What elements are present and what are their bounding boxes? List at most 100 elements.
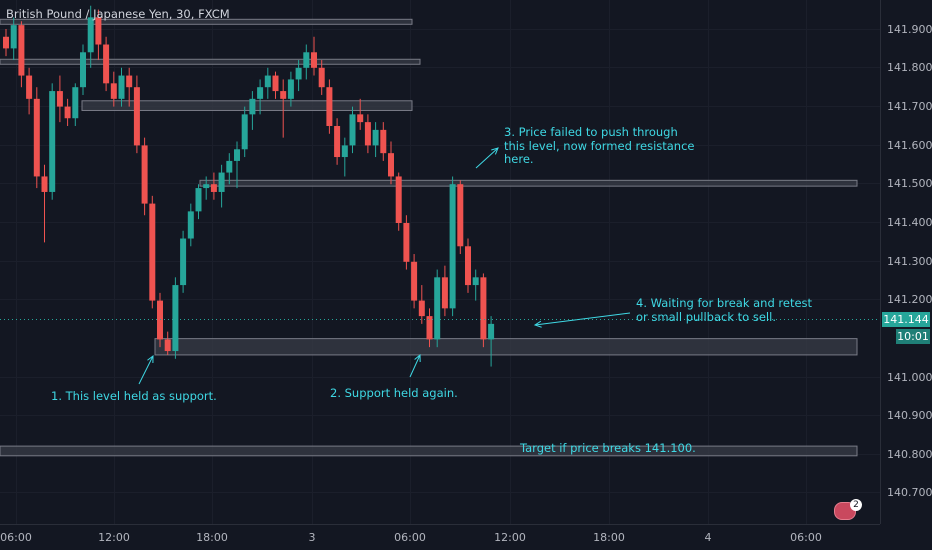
candle-body [395,176,402,223]
price-zones [0,18,858,457]
candle-body [388,153,394,177]
x-tick-label: 18:00 [593,531,625,544]
candle-body [149,203,156,301]
symbol-title[interactable]: British Pound / Japanese Yen, 30, FXCM [6,7,230,21]
x-tick-label: 06:00 [790,531,822,544]
candle-body [64,106,71,119]
candle-body [164,339,171,352]
y-tick-label: 141.000 [887,371,932,384]
candle-body [449,184,456,309]
candle-body [72,87,79,119]
annotation-arrows [138,147,631,385]
x-tick-label: 3 [309,531,316,544]
candle-body [187,211,194,239]
candle-body [472,277,479,286]
y-tick-label: 141.300 [887,255,932,268]
candle-body [434,277,441,340]
time-axis: 06:00 12:00 18:00 3 06:00 12:00 18:00 4 06:00 [0,531,822,544]
candle-body [95,17,102,45]
x-tick-label: 12:00 [494,531,526,544]
note-waiting: 4. Waiting for break and retest or small… [636,296,813,324]
candle-body [426,316,433,340]
candle-body [311,52,317,68]
candle-body [203,184,210,189]
candle-body [295,67,302,80]
annotation-arrowhead [491,147,499,155]
candle-body [488,323,495,340]
x-tick-label: 18:00 [196,531,228,544]
price-zone [154,338,858,356]
candle-body [18,25,25,76]
annotation-arrow [138,355,154,385]
candle-body [418,300,425,317]
x-tick-label: 4 [705,531,712,544]
candle-body [334,126,341,158]
candle-body [141,145,148,204]
candle-body [326,87,333,126]
annotation-arrow [409,354,421,378]
note-support: 1. This level held as support. [51,389,217,403]
candle-body [180,238,187,286]
y-tick-label: 141.200 [887,293,932,306]
candle-body [3,36,9,49]
candles [3,5,495,367]
candle-body [441,277,448,309]
candle-body [403,223,410,262]
candle-body [241,114,248,150]
candle-body [56,91,63,107]
candle-body [380,129,387,154]
candle-body [411,261,418,301]
candle-body [133,87,140,146]
price-zone [0,18,413,25]
candle-body [318,67,325,88]
candle-body [372,129,379,146]
note-target: Target if price breaks 141.100. [520,441,696,455]
candle-body [126,75,133,88]
candle-body [172,285,179,352]
candle-body [226,160,233,173]
note-resistance: 3. Price failed to push through this lev… [504,125,695,166]
price-zone [0,58,421,65]
y-tick-label: 141.600 [887,139,932,152]
candle-body [249,98,256,115]
annotation-arrowhead [533,320,542,328]
candle-body [33,98,40,177]
annotation-arrow [475,147,499,169]
candle-body [272,75,279,92]
current-price-label: 141.144 [882,312,930,327]
price-zone [199,179,858,187]
y-tick-label: 141.400 [887,216,932,229]
price-zone [0,445,858,457]
x-tick-label: 06:00 [394,531,426,544]
candle-body [195,188,202,212]
candle-body [41,176,48,192]
candle-body [110,83,117,99]
candle-body [357,114,364,123]
candle-body [49,91,56,192]
y-tick-label: 141.500 [887,177,932,190]
x-tick-label: 06:00 [0,531,32,544]
candle-body [118,75,125,99]
y-tick-label: 140.900 [887,409,932,422]
annotation-arrow [534,312,631,326]
candle-body [457,184,464,247]
candle-body [80,52,86,88]
candle-body [26,75,33,99]
candle-body [465,246,471,286]
y-tick-label: 140.700 [887,486,932,499]
note-support-again: 2. Support held again. [330,386,458,400]
candle-body [280,91,287,99]
candle-body [341,145,348,158]
x-tick-label: 12:00 [98,531,130,544]
y-tick-label: 141.800 [887,61,932,74]
candle-body [10,25,17,49]
candle-body [364,122,371,146]
candle-body [234,149,240,161]
candle-body [264,75,271,88]
price-zone [81,100,413,111]
candle-body [257,87,264,99]
bar-countdown-label: 10:01 [896,329,930,344]
annotation-arrowhead [414,353,421,363]
candle-body [218,172,225,192]
